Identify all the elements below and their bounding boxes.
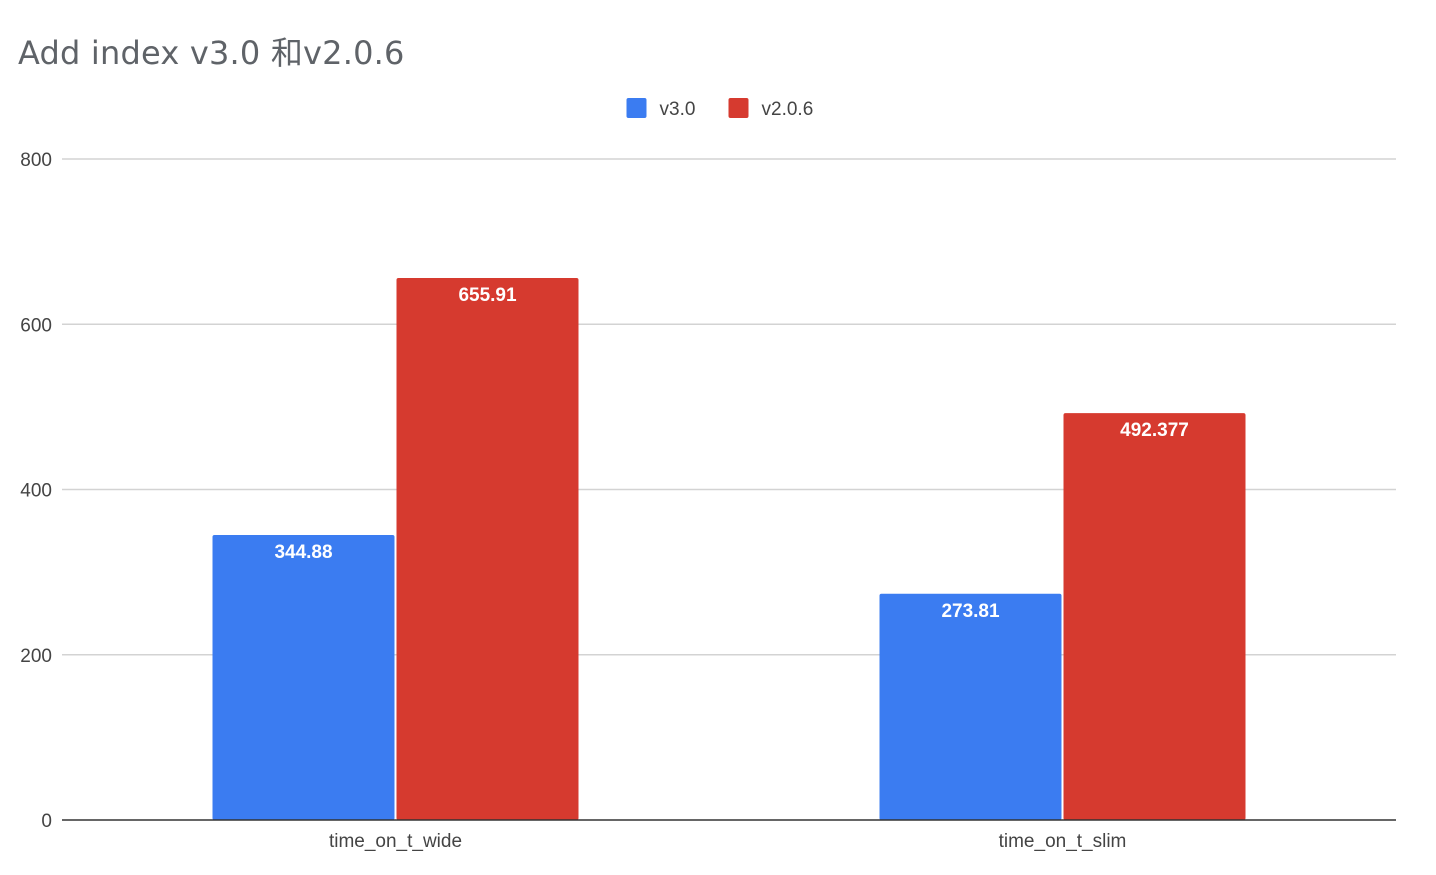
y-tick-label: 0 [41,811,52,832]
legend-swatch-v3.0 [626,98,647,118]
bar-v3.0-time_on_t_slim [879,593,1062,820]
legend-label: v3.0 [660,99,696,120]
data-label: 492.377 [1120,420,1189,441]
data-label: 273.81 [941,601,1000,622]
x-tick-label: time_on_t_wide [329,831,462,852]
y-tick-label: 600 [20,315,52,336]
bar-v2.0.6-time_on_t_wide [396,278,579,821]
y-tick-label: 800 [20,150,52,171]
x-tick-label: time_on_t_slim [999,831,1127,852]
chart-title: Add index v3.0 和v2.0.6 [18,34,405,72]
bar-v3.0-time_on_t_wide [212,535,395,820]
legend-swatch-v2.0.6 [728,98,749,118]
legend-label: v2.0.6 [762,99,814,120]
data-label: 655.91 [458,285,517,306]
y-tick-label: 400 [20,481,52,502]
bar-v2.0.6-time_on_t_slim [1063,413,1246,820]
data-label: 344.88 [274,542,332,563]
y-tick-label: 200 [20,646,52,667]
